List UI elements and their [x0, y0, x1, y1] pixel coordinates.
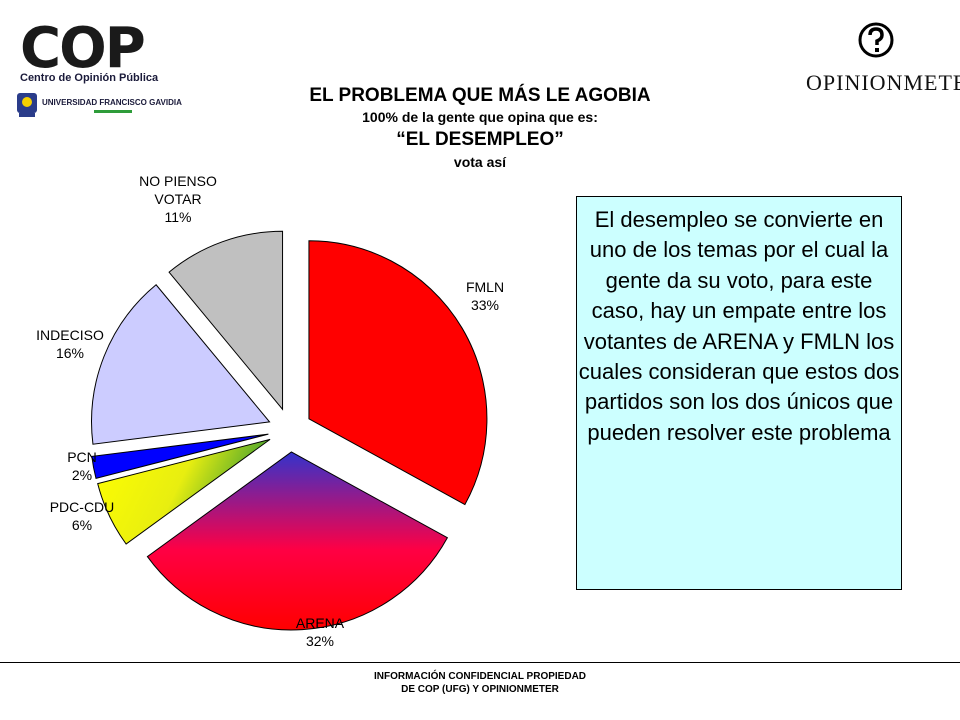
pie-label-pdc-cdu: PDC-CDU 6% — [50, 499, 115, 533]
pie-slice-indeciso — [91, 284, 271, 445]
opinionmeter-logo: OPINIONMETER — [800, 18, 960, 98]
footer-confidential-notice: INFORMACIÓN CONFIDENCIAL PROPIEDAD DE CO… — [300, 670, 660, 696]
pie-label-percent: 32% — [306, 633, 334, 649]
pie-label-percent: 16% — [56, 345, 84, 361]
university-name: UNIVERSIDAD FRANCISCO GAVIDIA — [42, 98, 182, 107]
pie-label-pcn: PCN 2% — [67, 449, 97, 483]
pie-slice-pdc-cdu — [97, 438, 271, 545]
pie-slice-arena — [146, 451, 449, 631]
chart-subtitle-line-3: vota así — [453, 154, 507, 170]
pie-label-indeciso: INDECISO 16% — [36, 327, 104, 361]
university-accent-bar — [94, 110, 132, 113]
chart-title: EL PROBLEMA QUE MÁS LE AGOBIA — [309, 85, 651, 106]
pie-label-percent: 11% — [165, 209, 192, 225]
chart-title-block: EL PROBLEMA QUE MÁS LE AGOBIA 100% de la… — [200, 84, 760, 170]
pie-label-name: FMLN — [466, 279, 504, 295]
commentary-text: El desempleo se convierte en uno de los … — [578, 207, 900, 445]
cop-logo-text: COP — [20, 16, 146, 81]
chart-subtitle-line-2: “EL DESEMPLEO” — [396, 129, 564, 150]
pie-label-name: VOTAR — [154, 191, 201, 207]
pie-label-percent: 2% — [72, 467, 92, 483]
pie-label-percent: 6% — [72, 517, 92, 533]
pie-label-no-pienso-votar: NO PIENSO VOTAR 11% — [139, 173, 217, 225]
pie-slice-pcn — [91, 433, 269, 479]
pie-chart: FMLN 33% ARENA 32% PDC-CDU 6% PCN 2% INDECISO 16%… — [36, 173, 504, 649]
pie-label-name: PDC-CDU — [50, 499, 115, 515]
cop-logo-subtitle: Centro de Opinión Pública — [20, 72, 159, 84]
pie-label-name: INDECISO — [36, 327, 104, 343]
pie-slice-no-pienso-votar — [168, 230, 284, 411]
footer-line-2: DE COP (UFG) Y OPINIONMETER — [401, 684, 559, 695]
chart-subtitle-line-1: 100% de la gente que opina que es: — [362, 109, 598, 125]
pie-slice-fmln — [308, 240, 488, 506]
pie-label-name: PCN — [67, 449, 97, 465]
pie-label-name: ARENA — [296, 615, 345, 631]
footer-divider — [0, 662, 960, 663]
pie-label-arena: ARENA 32% — [296, 615, 345, 649]
cop-logo: COP Centro de Opinión Pública UNIVERSIDA… — [14, 14, 184, 124]
pie-label-percent: 33% — [471, 297, 499, 313]
pie-label-fmln: FMLN 33% — [466, 279, 504, 313]
ufg-seal-icon — [17, 93, 37, 117]
opinionmeter-logo-text: OPINIONMETER — [806, 70, 960, 95]
pie-label-name: NO PIENSO — [139, 173, 217, 189]
question-mark-icon — [858, 22, 894, 58]
commentary-box: El desempleo se convierte en uno de los … — [576, 196, 902, 590]
footer-line-1: INFORMACIÓN CONFIDENCIAL PROPIEDAD — [373, 671, 587, 682]
